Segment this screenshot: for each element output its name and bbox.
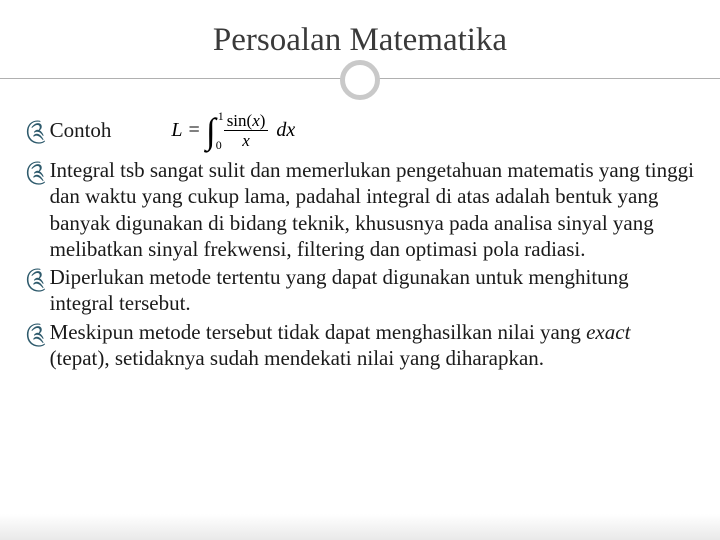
list-item: ༊ Contoh L = ∫ 1 0 sin(x) x dx xyxy=(26,112,694,149)
bullet-icon: ༊ xyxy=(26,157,46,186)
item-text: Meskipun metode tersebut tidak dapat men… xyxy=(50,319,694,372)
fraction-numerator: sin(x) xyxy=(224,112,269,131)
list-item: ༊ Diperlukan metode tertentu yang dapat … xyxy=(26,264,694,317)
list-item: ༊ Meskipun metode tersebut tidak dapat m… xyxy=(26,319,694,372)
em-exact: exact xyxy=(586,320,630,344)
item-text: Diperlukan metode tertentu yang dapat di… xyxy=(50,264,694,317)
fn-arg: x xyxy=(252,111,260,130)
dx: dx xyxy=(276,119,295,142)
fraction: sin(x) x xyxy=(224,112,269,149)
bullet-icon: ༊ xyxy=(26,264,46,293)
title-ring-icon xyxy=(340,60,380,100)
title-area: Persoalan Matematika xyxy=(20,14,700,102)
integral-lower: 0 xyxy=(216,138,222,153)
item-text: Integral tsb sangat sulit dan memerlukan… xyxy=(50,157,694,262)
contoh-row: Contoh L = ∫ 1 0 sin(x) x dx xyxy=(50,112,296,149)
fraction-denominator: x xyxy=(242,131,250,149)
bullet-icon: ༊ xyxy=(26,319,46,348)
text-after: (tepat), setidaknya sudah mendekati nila… xyxy=(50,346,545,370)
page-title: Persoalan Matematika xyxy=(20,14,700,59)
list-item: ༊ Integral tsb sangat sulit dan memerluk… xyxy=(26,157,694,262)
integral-upper: 1 xyxy=(218,109,224,124)
formula-lhs: L xyxy=(171,119,182,142)
integral-sign: ∫ 1 0 xyxy=(206,113,216,149)
fn-name: sin xyxy=(227,111,247,130)
bullet-icon: ༊ xyxy=(26,116,46,145)
bottom-gradient xyxy=(0,514,720,540)
integral-symbol-icon: ∫ xyxy=(206,111,216,151)
text-before: Meskipun metode tersebut tidak dapat men… xyxy=(50,320,587,344)
contoh-label: Contoh xyxy=(50,117,112,143)
integral-formula: L = ∫ 1 0 sin(x) x dx xyxy=(171,112,295,149)
equals-sign: = xyxy=(189,119,200,142)
slide: Persoalan Matematika ༊ Contoh L = ∫ 1 0 … xyxy=(0,0,720,540)
content-area: ༊ Contoh L = ∫ 1 0 sin(x) x dx xyxy=(20,112,700,371)
